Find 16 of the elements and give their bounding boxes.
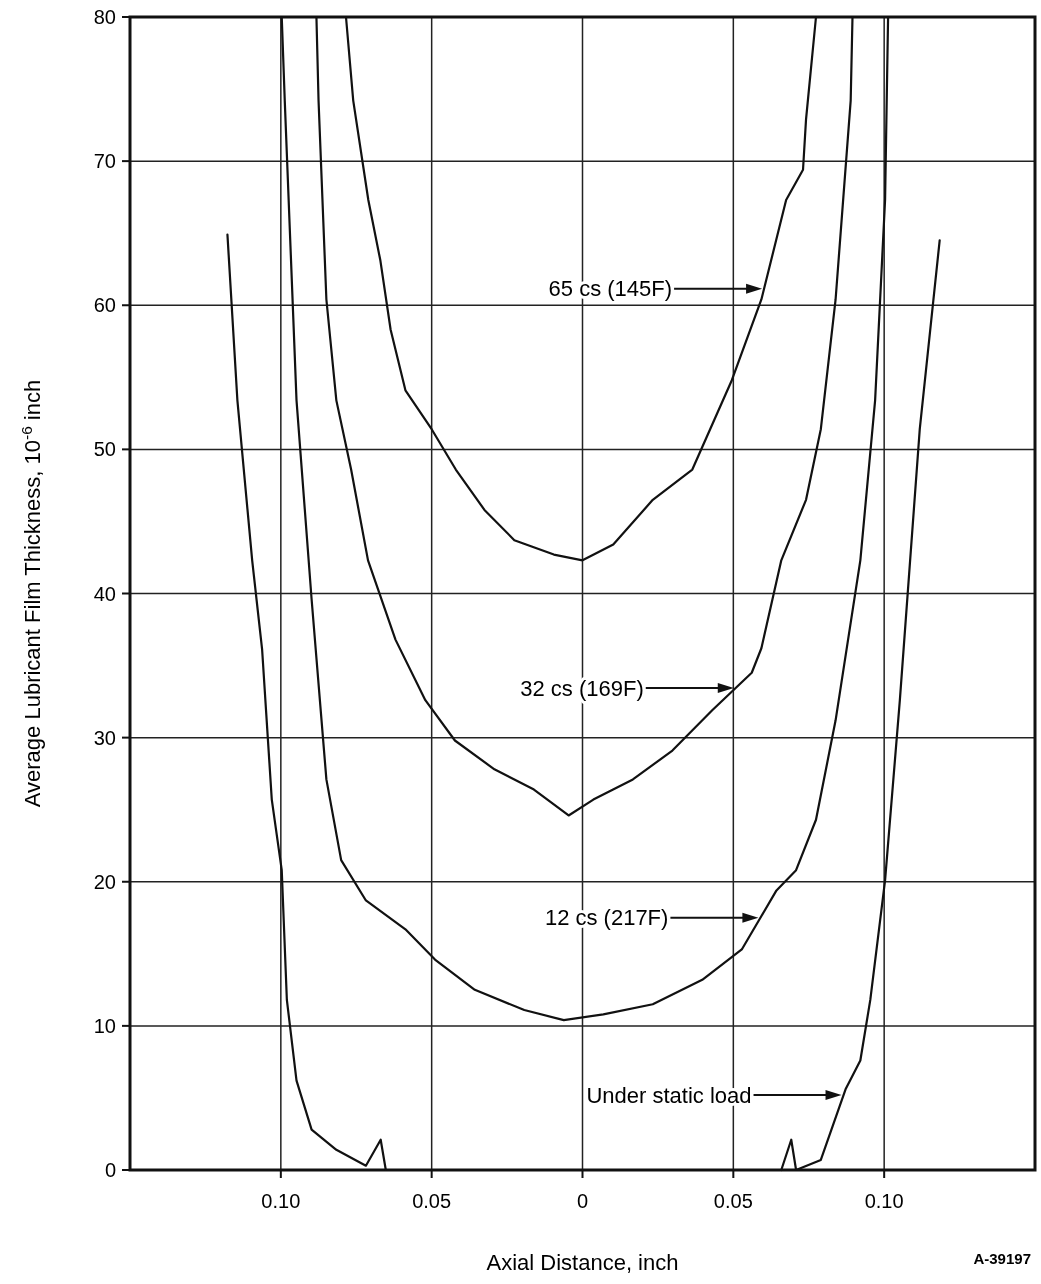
x-tick-label: 0.10 — [864, 1190, 904, 1212]
x-tick-label: 0.05 — [713, 1190, 753, 1212]
y-tick-label: 50 — [93, 438, 116, 461]
x-axis-title: Axial Distance, inch — [486, 1250, 679, 1275]
y-tick-label: 30 — [93, 726, 116, 749]
x-tick-label: 0 — [576, 1190, 589, 1212]
y-tick-label: 60 — [93, 294, 116, 317]
y-tick-label: 20 — [93, 870, 116, 893]
y-tick-label: 70 — [93, 150, 116, 173]
x-tick-label: 0.10 — [261, 1190, 301, 1212]
text: A-39197 — [973, 1250, 1031, 1267]
y-tick-label: 0 — [104, 1159, 116, 1181]
y-tick-label: 10 — [93, 1014, 116, 1037]
x-tick-label: 0.05 — [412, 1190, 452, 1212]
y-tick-label: 40 — [93, 582, 116, 605]
y-tick-label: 80 — [93, 6, 116, 28]
